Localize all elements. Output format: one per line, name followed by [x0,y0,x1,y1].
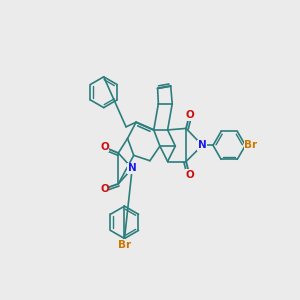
Text: N: N [198,140,207,150]
Text: O: O [100,142,109,152]
Text: N: N [128,164,136,173]
Text: O: O [186,169,194,180]
Text: Br: Br [244,140,257,150]
Text: O: O [100,184,109,194]
Text: Br: Br [118,240,131,250]
Text: O: O [186,110,194,120]
